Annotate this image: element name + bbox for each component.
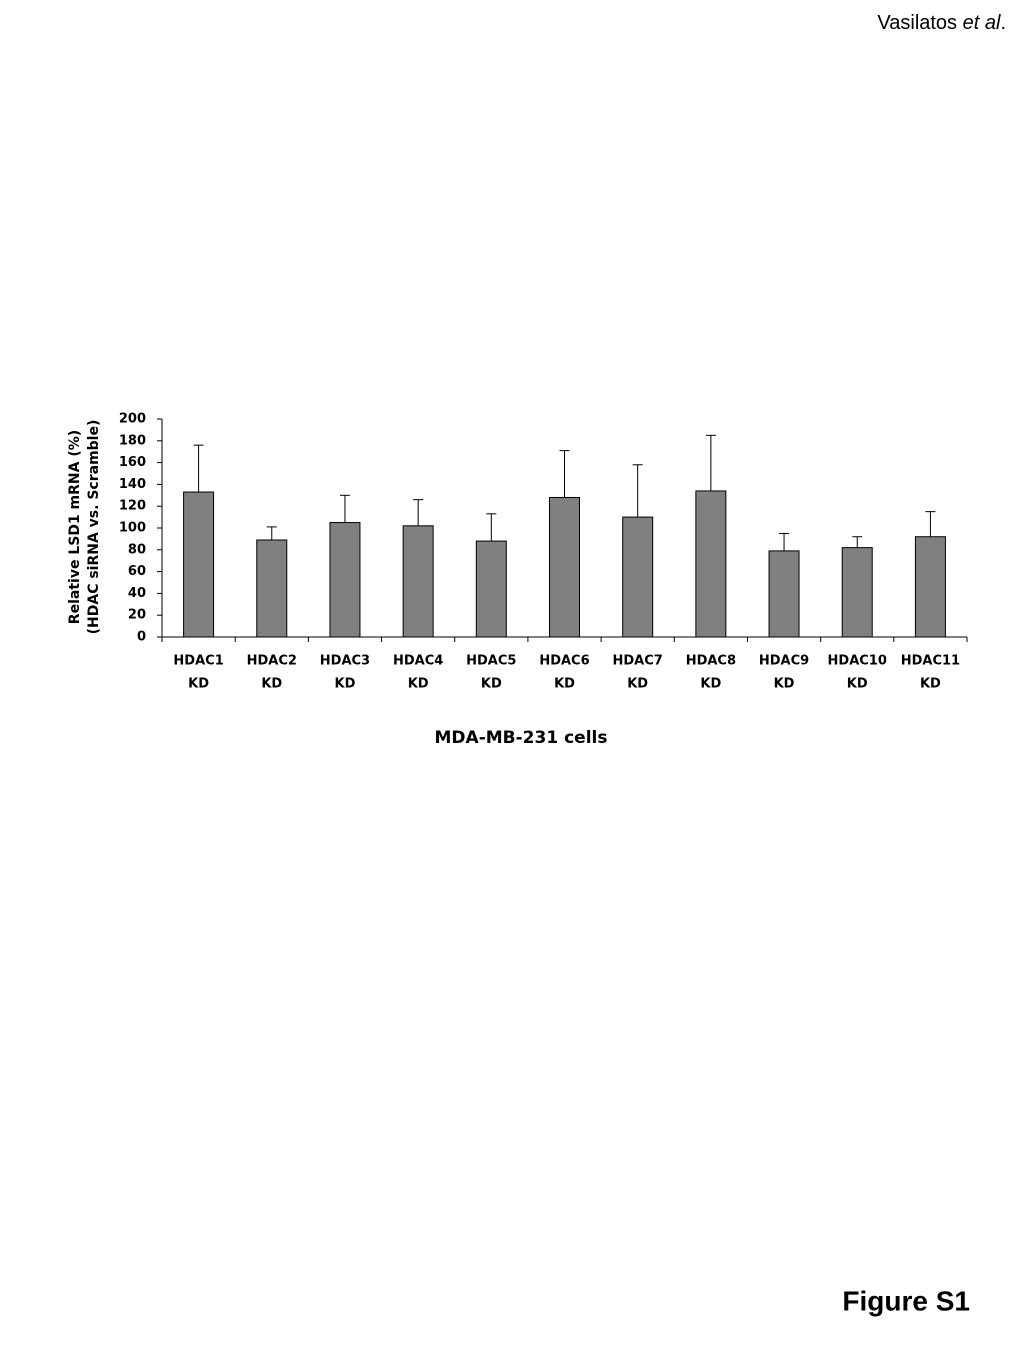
x-tick-label: HDAC11: [901, 654, 960, 669]
error-bar: [559, 450, 570, 498]
y-tick-label: 0: [137, 630, 146, 645]
x-tick-label: HDAC8: [686, 654, 736, 669]
header-name: Vasilatos: [877, 12, 957, 34]
bar: [329, 522, 361, 638]
bar: [475, 540, 507, 638]
x-tick-label: HDAC10: [828, 654, 887, 669]
error-bar: [266, 526, 277, 540]
error-bar: [632, 464, 643, 518]
x-tick-label: KD: [335, 677, 356, 692]
error-bar: [193, 444, 204, 493]
y-tick-label: 200: [119, 412, 146, 427]
x-tick-label: HDAC6: [539, 654, 589, 669]
error-bar: [852, 536, 863, 548]
y-axis-label-line: Relative LSD1 mRNA (%): [67, 430, 83, 624]
y-axis-label: Relative LSD1 mRNA (%) (HDAC siRNA vs. S…: [67, 420, 102, 635]
header-italic: et al: [963, 12, 1001, 34]
header-suffix: .: [1000, 12, 1006, 34]
bar: [914, 536, 946, 638]
x-tick-label: KD: [774, 677, 795, 692]
x-tick-label: HDAC1: [173, 654, 223, 669]
bar: [622, 516, 654, 638]
error-bar: [925, 511, 936, 537]
x-tick-label: KD: [261, 677, 282, 692]
bar: [402, 525, 434, 638]
y-tick-label: 60: [128, 564, 146, 579]
error-bar: [486, 513, 497, 542]
error-bar: [339, 494, 350, 523]
error-bar: [413, 499, 424, 526]
x-tick-label: HDAC2: [247, 654, 297, 669]
x-tick-label: HDAC4: [393, 654, 443, 669]
x-tick-label: KD: [847, 677, 868, 692]
figure-label: Figure S1: [842, 1285, 970, 1316]
x-tick-label: KD: [920, 677, 941, 692]
y-tick-label: 100: [119, 521, 146, 536]
x-tick-label: KD: [554, 677, 575, 692]
header: Vasilatos et al.: [877, 12, 1006, 34]
x-tick-label: KD: [481, 677, 502, 692]
x-tick-label: HDAC7: [613, 654, 663, 669]
bar: [841, 547, 873, 638]
y-tick-label: 20: [128, 608, 146, 623]
bar: [768, 550, 800, 638]
error-bar: [779, 532, 790, 551]
x-tick-label: HDAC9: [759, 654, 809, 669]
y-tick-label: 160: [119, 455, 146, 470]
y-tick-label: 180: [119, 433, 146, 448]
x-tick-label: KD: [700, 677, 721, 692]
error-bar: [705, 434, 716, 491]
y-tick-label: 120: [119, 499, 146, 514]
y-tick-label: 140: [119, 477, 146, 492]
x-tick-label: HDAC3: [320, 654, 370, 669]
bar: [695, 490, 727, 638]
y-axis-label-line: (HDAC siRNA vs. Scramble): [86, 420, 102, 635]
x-tick-label: KD: [627, 677, 648, 692]
bar: [256, 539, 288, 638]
x-tick-label: KD: [188, 677, 209, 692]
bar: [183, 491, 215, 638]
y-tick-label: 80: [128, 542, 146, 557]
x-axis-label: MDA-MB-231 cells: [435, 728, 608, 748]
x-tick-label: HDAC5: [466, 654, 516, 669]
y-tick-label: 40: [128, 586, 146, 601]
x-tick-label: KD: [408, 677, 429, 692]
bar: [549, 496, 580, 638]
